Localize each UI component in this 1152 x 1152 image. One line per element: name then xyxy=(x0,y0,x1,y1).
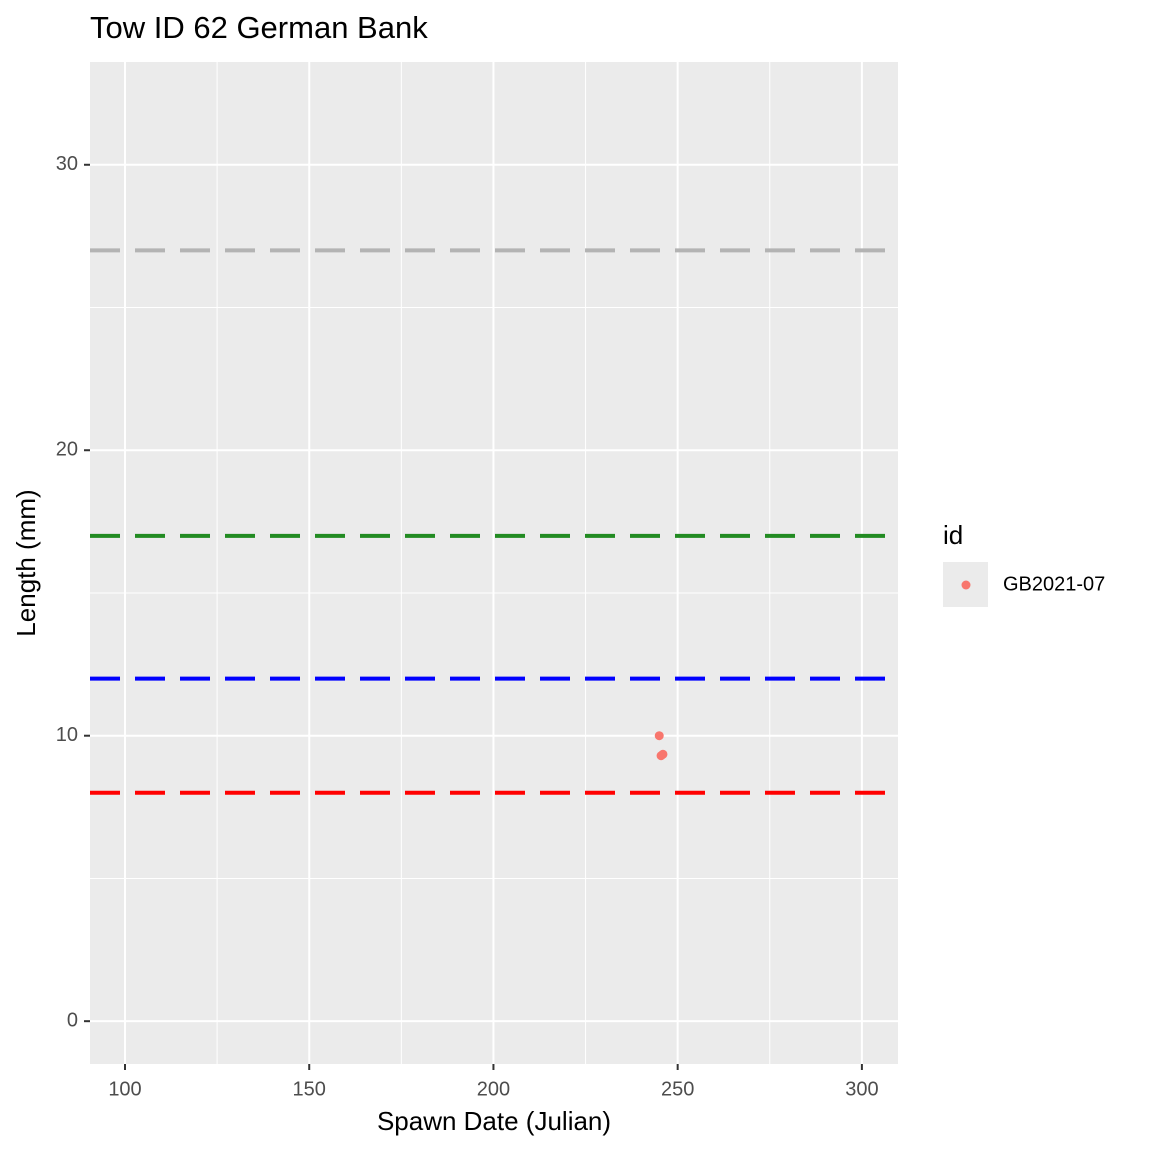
x-tick-label: 300 xyxy=(845,1078,878,1100)
x-tick-label: 100 xyxy=(108,1078,141,1100)
x-tick-label: 200 xyxy=(477,1078,510,1100)
legend-label: GB2021-07 xyxy=(1003,573,1105,595)
y-tick-label: 10 xyxy=(56,724,78,746)
y-axis-label: Length (mm) xyxy=(11,489,41,636)
point xyxy=(654,731,664,741)
legend-marker xyxy=(961,580,971,590)
x-tick-label: 150 xyxy=(293,1078,326,1100)
y-tick-label: 30 xyxy=(56,153,78,175)
x-axis-label: Spawn Date (Julian) xyxy=(377,1106,611,1136)
chart-title: Tow ID 62 German Bank xyxy=(90,10,428,45)
point xyxy=(658,749,668,759)
y-tick-label: 0 xyxy=(67,1009,78,1031)
legend-title: id xyxy=(943,520,963,550)
y-tick-label: 20 xyxy=(56,439,78,461)
x-tick-label: 250 xyxy=(661,1078,694,1100)
